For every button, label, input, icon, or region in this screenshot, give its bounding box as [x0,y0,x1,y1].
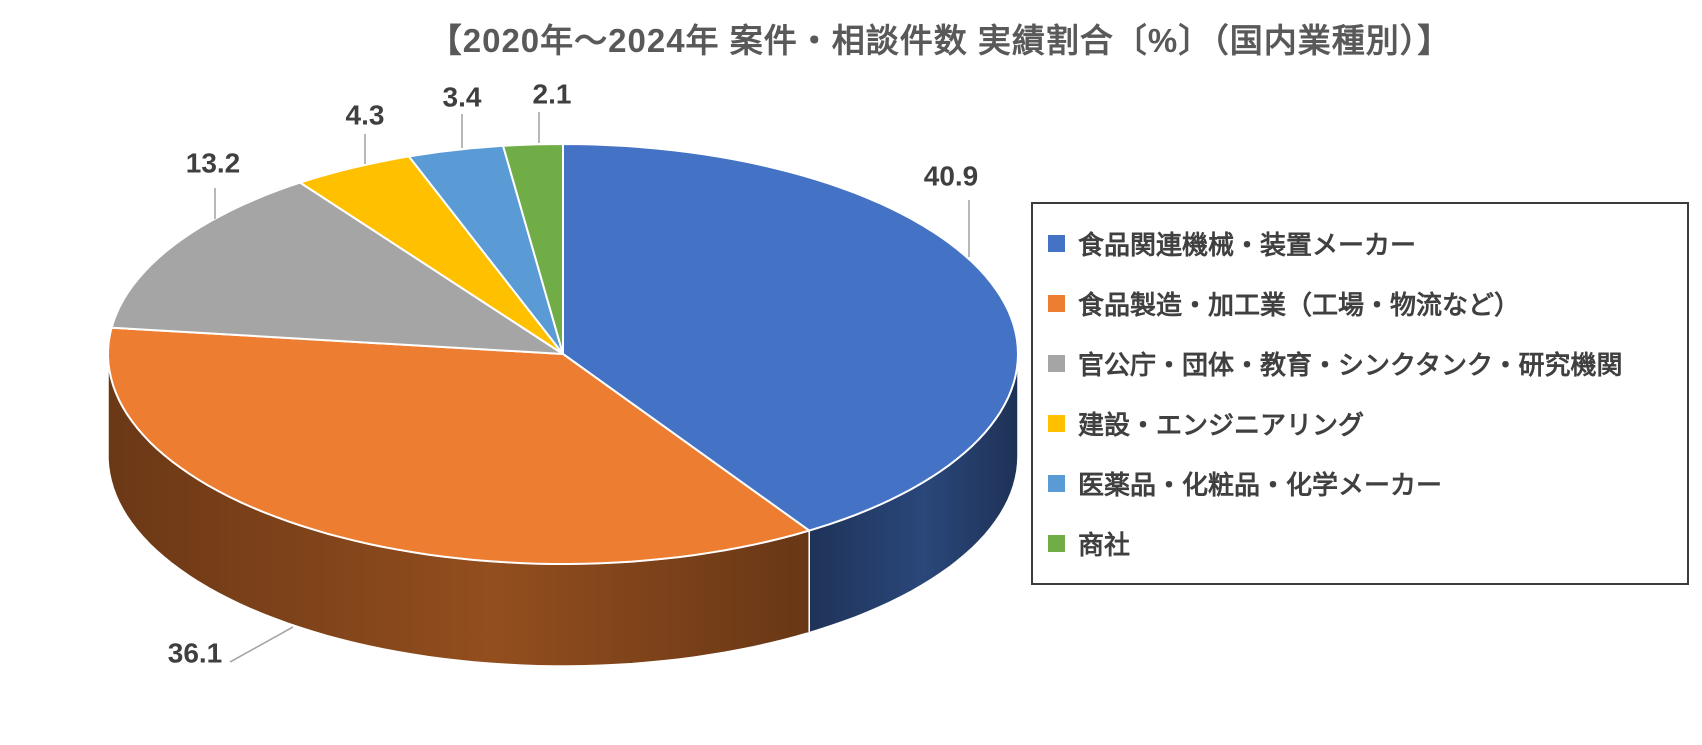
legend-swatch-icon [1048,414,1065,432]
data-label-0: 40.9 [924,160,979,191]
legend-item-0: 食品関連機械・装置メーカー [1033,225,1687,262]
legend-swatch-icon [1048,295,1065,313]
data-label-3: 4.3 [346,99,385,130]
chart-title: 【2020年〜2024年 案件・相談件数 実績割合〔%〕（国内業種別）】 [428,22,1452,59]
data-label-1: 36.1 [168,637,223,668]
legend-label: 食品関連機械・装置メーカー [1078,230,1417,261]
legend-item-1: 食品製造・加工業（工場・物流など） [1033,285,1687,322]
legend-label: 商社 [1078,529,1131,560]
legend-label: 建設・エンジニアリング [1078,409,1365,440]
legend-swatch-icon [1048,534,1065,552]
legend-swatch-icon [1048,474,1065,492]
legend-item-2: 官公庁・団体・教育・シンクタンク・研究機関 [1033,345,1687,382]
legend: 食品関連機械・装置メーカー食品製造・加工業（工場・物流など） 官公庁・団体・教育・… [1031,202,1689,585]
legend-label: 医薬品・化粧品・化学メーカー [1078,469,1443,500]
legend-item-3: 建設・エンジニアリング [1033,405,1687,442]
pie-slice-2 [110,181,564,355]
legend-swatch-icon [1048,235,1065,253]
pie-slice-5 [502,143,564,355]
legend-label: 食品製造・加工業（工場・物流など） [1078,290,1521,321]
pie-slice-3 [299,155,564,355]
legend-swatch-icon [1048,355,1065,373]
data-label-5: 2.1 [533,78,572,109]
legend-item-4: 医薬品・化粧品・化学メーカー [1033,465,1687,502]
data-label-4: 3.4 [443,81,482,112]
legend-label: 官公庁・団体・教育・シンクタンク・研究機関 [1078,350,1623,381]
pie-slice-0 [562,143,1019,532]
data-label-2: 13.2 [186,147,241,178]
leader-line-1 [229,626,294,663]
legend-item-5: 商社 [1033,525,1687,562]
pie-slice-1 [107,326,811,565]
